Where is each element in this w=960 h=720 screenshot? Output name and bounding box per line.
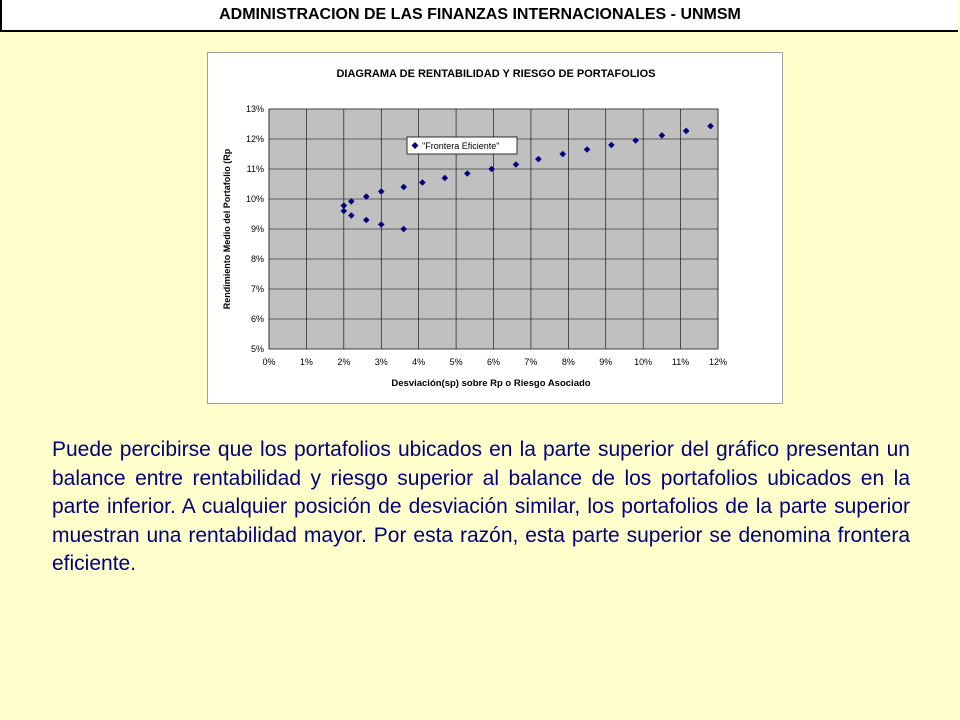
x-tick-label: 12% <box>709 357 727 367</box>
y-tick-label: 8% <box>251 254 264 264</box>
data-point <box>400 183 407 191</box>
legend-label: "Frontera Eficiente" <box>422 141 499 151</box>
grid-lines <box>268 108 719 350</box>
data-point <box>707 122 714 130</box>
data-point <box>608 141 615 149</box>
slide-header: ADMINISTRACION DE LAS FINANZAS INTERNACI… <box>0 0 958 32</box>
tick-labels: 0% 1% 2% 3% 4% 5% 6% 7% 8% 9% 10% 11% 12% 5% 6% 7% 8% 9% 1… <box>246 104 727 367</box>
y-tick-label: 13% <box>246 104 264 114</box>
y-axis-label: Rendimiento Medio del Portafolio (Rp <box>222 148 232 309</box>
x-tick-label: 7% <box>524 357 537 367</box>
data-point <box>348 212 355 219</box>
legend: "Frontera Eficiente" <box>406 136 518 155</box>
data-point <box>377 188 385 195</box>
y-tick-label: 6% <box>251 314 264 324</box>
chart-title: DIAGRAMA DE RENTABILIDAD Y RIESGO DE POR… <box>336 68 655 80</box>
data-point <box>512 161 520 168</box>
data-point <box>441 174 449 182</box>
data-point <box>632 137 639 144</box>
x-tick-label: 3% <box>375 357 388 367</box>
y-tick-label: 7% <box>251 284 264 294</box>
chart-container: DIAGRAMA DE RENTABILIDAD Y RIESGO DE POR… <box>207 52 783 404</box>
data-point <box>583 146 591 153</box>
x-tick-label: 4% <box>412 357 425 367</box>
data-point <box>362 216 370 224</box>
legend-marker-diamond <box>411 142 419 149</box>
legend-box <box>406 136 518 155</box>
x-tick-label: 2% <box>337 357 350 367</box>
data-point <box>400 225 407 233</box>
data-point <box>464 170 471 177</box>
y-tick-label: 5% <box>251 344 264 354</box>
data-point <box>488 165 495 173</box>
data-point <box>362 193 370 200</box>
x-tick-label: 5% <box>450 357 463 367</box>
data-point <box>348 198 355 205</box>
x-tick-label: 8% <box>562 357 575 367</box>
data-point <box>340 202 348 209</box>
data-point <box>682 127 690 135</box>
explanation-paragraph: Puede percibirse que los portafolios ubi… <box>52 438 910 575</box>
x-axis-label: Desviación(sp) sobre Rp o Riesgo Asociad… <box>391 378 590 389</box>
data-point <box>559 150 567 158</box>
data-point <box>340 207 348 215</box>
data-point <box>419 179 426 186</box>
data-point <box>377 221 385 228</box>
x-tick-label: 6% <box>487 357 500 367</box>
y-tick-label: 10% <box>246 194 264 204</box>
x-tick-label: 1% <box>300 357 313 367</box>
y-tick-label: 11% <box>247 164 264 174</box>
y-tick-label: 9% <box>251 224 264 234</box>
x-tick-label: 10% <box>634 357 652 367</box>
data-point <box>535 155 542 163</box>
scatter-chart: DIAGRAMA DE RENTABILIDAD Y RIESGO DE POR… <box>222 68 727 389</box>
y-tick-label: 12% <box>246 134 264 144</box>
x-tick-label: 9% <box>599 357 612 367</box>
x-tick-label: 11% <box>672 357 689 367</box>
x-tick-label: 0% <box>262 357 275 367</box>
header-title: ADMINISTRACION DE LAS FINANZAS INTERNACI… <box>219 6 741 23</box>
